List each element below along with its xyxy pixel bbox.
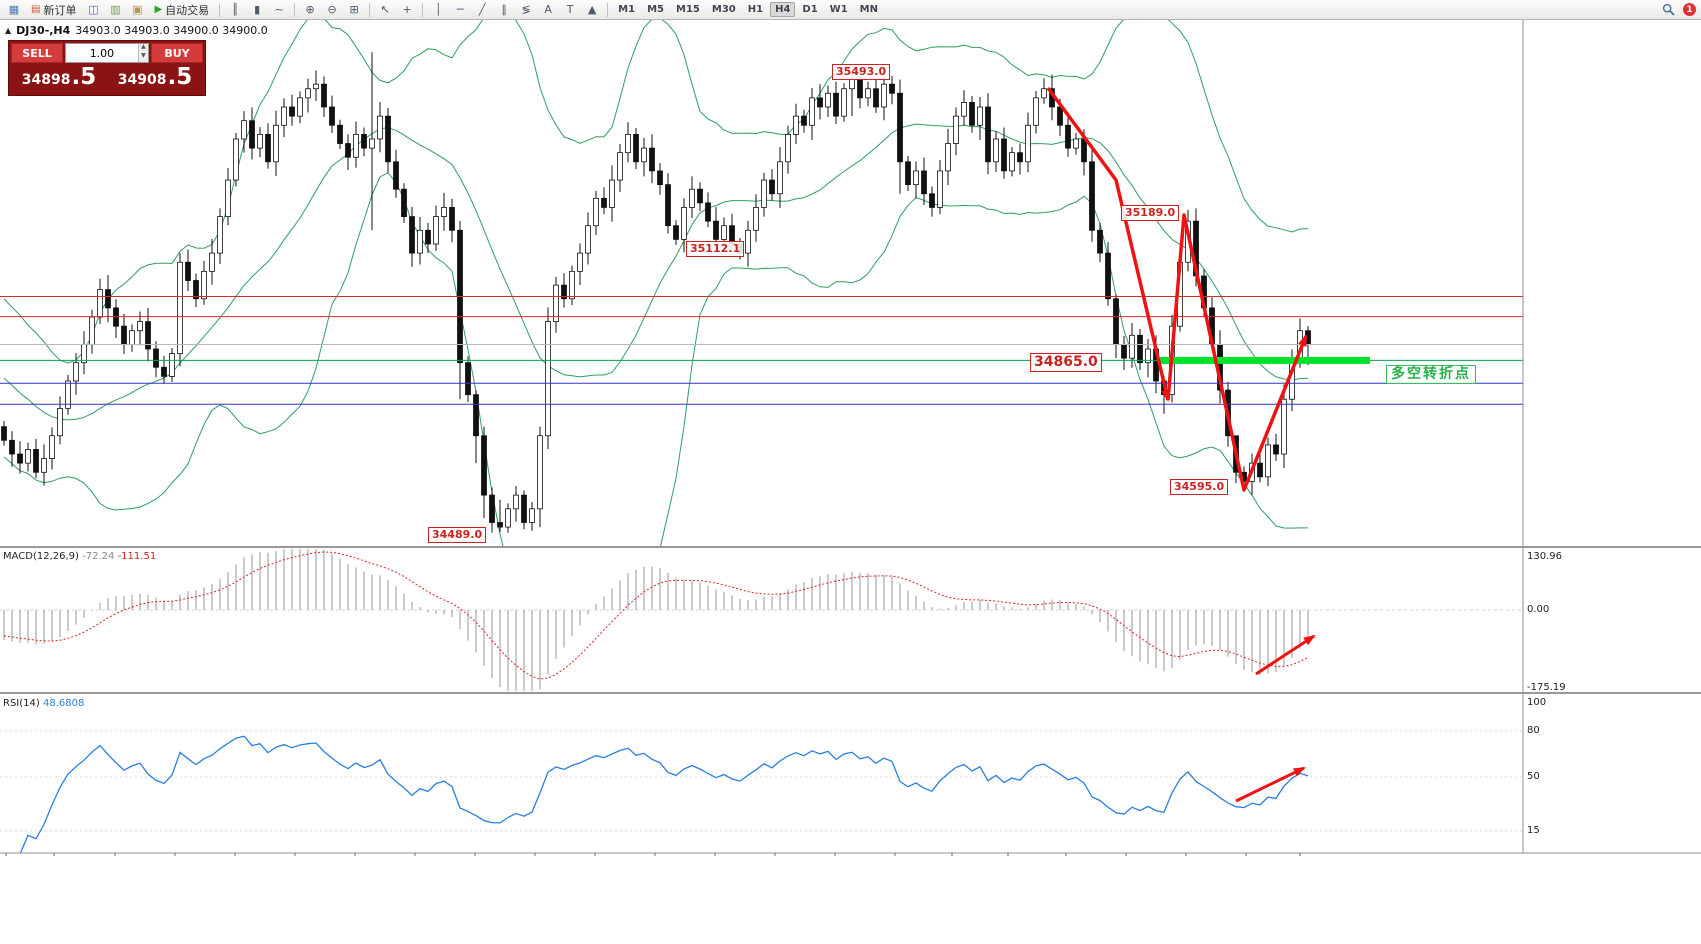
macd-header: MACD(12,26,9) -72.24 -111.51 xyxy=(3,551,156,562)
volume-down-button[interactable]: ▼ xyxy=(138,53,148,62)
buy-price-text: 34908 xyxy=(117,72,167,88)
tf-w1[interactable]: W1 xyxy=(829,4,848,15)
trend-arrow xyxy=(1046,86,1171,402)
collapse-panel-icon[interactable]: ▲ xyxy=(5,26,12,35)
tf-h4[interactable]: H4 xyxy=(770,2,796,17)
volume-input[interactable] xyxy=(66,44,138,62)
rsi-header: RSI(14) 48.6808 xyxy=(3,698,84,709)
rsi-panel xyxy=(0,730,1523,853)
autotrade-button[interactable]: ▶ 自动交易 xyxy=(149,2,214,18)
candles xyxy=(1,52,1311,533)
buy-price-text: .5 xyxy=(167,64,193,90)
panel-separator xyxy=(0,692,1701,694)
time-scale[interactable]: Aug 20215 Aug 20:009 Aug 00:0010 Aug 08:… xyxy=(0,853,1523,873)
sell-price-text: 34898 xyxy=(21,72,71,88)
candlestick-icon[interactable]: ▮ xyxy=(254,3,261,16)
tf-h1[interactable]: H1 xyxy=(747,4,764,15)
zoom-in-icon[interactable]: ⊕ xyxy=(305,3,315,16)
macd-name: MACD(12,26,9) xyxy=(3,551,79,562)
rsi-line xyxy=(19,735,1309,853)
chart-symbol: DJ30-,H4 xyxy=(16,24,71,37)
autotrade-button-label: 自动交易 xyxy=(165,3,210,17)
buy-price: 34908.5 xyxy=(107,63,203,93)
charts-icon[interactable]: ▦ xyxy=(8,3,20,16)
trendline-icon[interactable]: ╱ xyxy=(478,3,486,16)
trend-arrow xyxy=(1166,213,1308,492)
rsi-name: RSI(14) xyxy=(3,698,40,709)
macd-value: -72.24 xyxy=(82,551,115,562)
toolbar-separator xyxy=(219,2,221,17)
panel-separator xyxy=(0,546,1701,548)
turning-point-label: 多空转折点 xyxy=(1386,365,1476,384)
toolbar: ▦ ▤ 新订单 ◫ ▥ ▣ ▶ 自动交易 ║ ▮ ~ ⊕ ⊖ ⊞ ↖ + │ ─ ╱ ∥ ≶ A T ▲ M1 M5 M15 M30 H… xyxy=(0,0,1701,20)
tf-mn[interactable]: MN xyxy=(859,4,878,15)
buy-button[interactable]: BUY xyxy=(151,43,203,63)
data-window-icon[interactable]: ▥ xyxy=(110,3,121,16)
toolbar-right: 1 xyxy=(1657,1,1698,19)
zoom-out-icon[interactable]: ⊖ xyxy=(327,3,337,16)
volume-box: ▲ ▼ xyxy=(65,43,149,63)
search-icon[interactable] xyxy=(1658,1,1678,19)
macd-panel xyxy=(0,549,1523,691)
support-zone xyxy=(1160,356,1370,364)
cursor-icon[interactable]: ↖ xyxy=(380,3,390,16)
autotrade-button-icon: ▶ xyxy=(154,4,163,15)
text-icon[interactable]: A xyxy=(544,3,552,16)
fibonacci-icon[interactable]: ≶ xyxy=(521,3,531,16)
tf-m30[interactable]: M30 xyxy=(711,4,736,15)
toolbar-separator xyxy=(422,2,424,17)
crosshair-icon[interactable]: + xyxy=(402,3,412,16)
sell-price: 34898.5 xyxy=(11,63,107,93)
horizontal-line-icon[interactable]: ─ xyxy=(456,3,464,16)
tf-m15[interactable]: M15 xyxy=(676,4,700,15)
navigator-icon[interactable]: ▣ xyxy=(132,3,143,16)
tf-m1[interactable]: M1 xyxy=(618,4,636,15)
channel-icon[interactable]: ∥ xyxy=(501,3,507,16)
bollinger-lower xyxy=(3,172,1308,546)
tf-d1[interactable]: D1 xyxy=(802,4,818,15)
price-scale[interactable]: 35593.035527.035461.035395.035329.035263… xyxy=(1523,20,1583,853)
label-icon[interactable]: T xyxy=(566,3,574,16)
macd-arrow xyxy=(1255,634,1316,676)
sell-price-text: .5 xyxy=(71,64,97,90)
main-panel xyxy=(0,20,1523,546)
vertical-line-icon[interactable]: │ xyxy=(434,3,442,16)
toolbar-separator xyxy=(369,2,371,17)
line-chart-icon[interactable]: ~ xyxy=(274,3,284,16)
new-order-button-icon: ▤ xyxy=(31,4,41,15)
rsi-value: 48.6808 xyxy=(42,698,85,709)
notification-badge[interactable]: 1 xyxy=(1683,3,1696,16)
toolbar-separator xyxy=(607,2,609,17)
sell-button[interactable]: SELL xyxy=(11,43,63,63)
toolbar-separator xyxy=(294,2,296,17)
bollinger-middle xyxy=(3,123,1309,421)
volume-up-button[interactable]: ▲ xyxy=(138,44,148,53)
new-order-button-label: 新订单 xyxy=(43,3,77,17)
shapes-icon[interactable]: ▲ xyxy=(587,3,597,16)
new-order-button[interactable]: ▤ 新订单 xyxy=(26,2,81,18)
chart-ohlc: 34903.0 34903.0 34900.0 34900.0 xyxy=(75,24,268,37)
bar-chart-icon[interactable]: ║ xyxy=(231,3,239,16)
market-watch-icon[interactable]: ◫ xyxy=(88,3,99,16)
volume-spinner: ▲ ▼ xyxy=(137,44,148,62)
tf-m5[interactable]: M5 xyxy=(647,4,664,15)
one-click-trading-panel: SELL ▲ ▼ BUY 34898.5 34908.5 xyxy=(8,40,206,96)
rsi-arrow xyxy=(1235,766,1306,803)
macd-signal-line xyxy=(3,551,1309,680)
tile-windows-icon[interactable]: ⊞ xyxy=(349,3,359,16)
toolbar-items: ▦ ▤ 新订单 ◫ ▥ ▣ ▶ 自动交易 ║ ▮ ~ ⊕ ⊖ ⊞ ↖ + │ ─ ╱ ∥ ≶ A T ▲ M1 M5 M15 M30 H… xyxy=(3,0,884,19)
chart-title-row: ▲ DJ30-,H4 34903.0 34903.0 34900.0 34900… xyxy=(5,24,268,37)
macd-signal-value: -111.51 xyxy=(117,551,157,562)
